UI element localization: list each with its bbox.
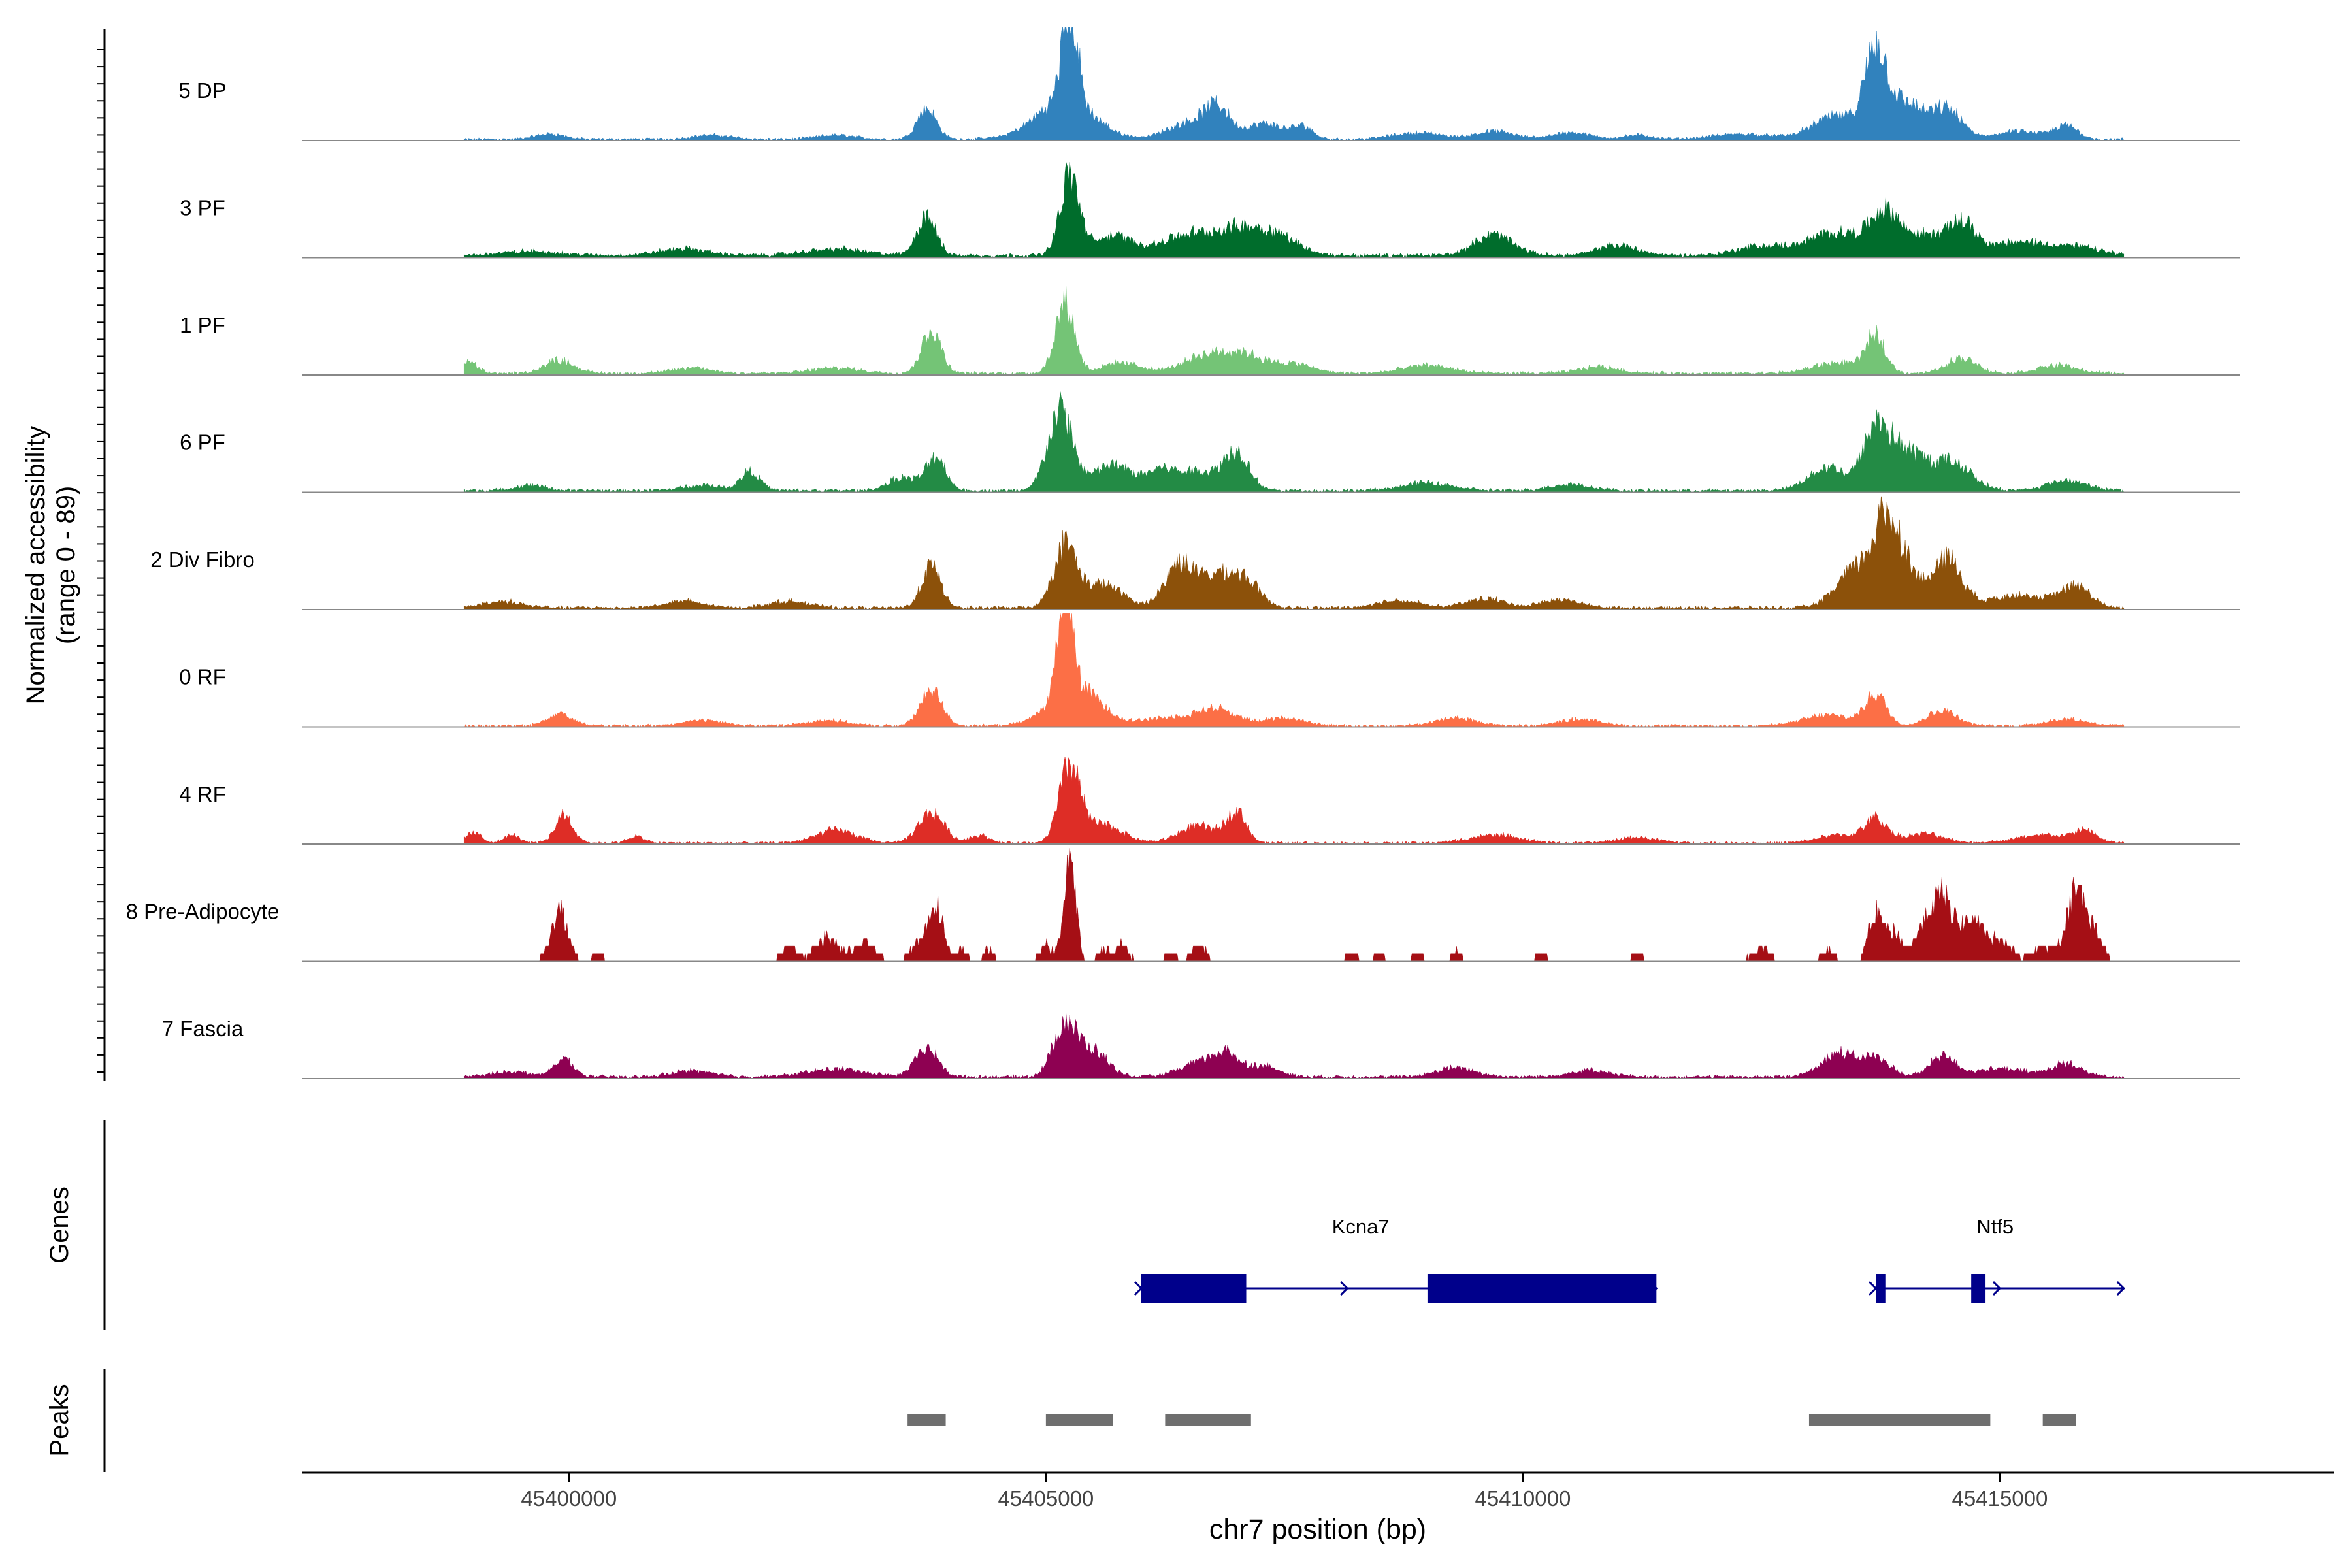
gene-ntf5: Ntf5 [1869, 1215, 2125, 1303]
coverage-area [463, 286, 2125, 376]
coverage-area [463, 27, 2125, 141]
x-axis: chr7 position (bp) 45400000 45405000 45410… [302, 1471, 2334, 1545]
track-label: 5 DP [178, 78, 226, 103]
genes-panel: Genes Kcna7 Ntf5 [45, 1120, 2125, 1330]
track-label: 1 PF [180, 313, 225, 337]
gene-exon [1427, 1274, 1657, 1303]
track-6-pf: 6 PF [180, 391, 2240, 493]
peak-region-bar [1045, 1414, 1113, 1426]
y-axis-range-label: (range 0 - 89) [52, 486, 80, 644]
track-7-fascia: 7 Fascia [162, 1013, 2240, 1079]
track-label: 4 RF [179, 782, 226, 806]
strand-arrow [1992, 1281, 2002, 1296]
strand-arrow [1134, 1281, 1143, 1296]
track-label: 0 RF [179, 665, 226, 689]
peaks-panel-label: Peaks [45, 1384, 74, 1456]
peaks-panel: Peaks [45, 1369, 2076, 1472]
coverage-tracks: 5 DP 3 PF 1 PF 6 PF 2 Div Fibro 0 RF 4 RF 8 Pre… [97, 27, 2240, 1081]
track-5-dp: 5 DP [178, 27, 2240, 141]
peak-region-bar [1808, 1414, 1991, 1426]
track-label: 6 PF [180, 431, 225, 455]
track-label: 8 Pre-Adipocyte [126, 900, 280, 924]
gene-exon [1876, 1274, 1886, 1303]
coverage-area [463, 1013, 2125, 1079]
gene-exon [1141, 1274, 1247, 1303]
track-1-pf: 1 PF [180, 286, 2240, 376]
coverage-area [463, 391, 2125, 493]
peak-region-bar [1165, 1414, 1251, 1426]
gene-name-label: Ntf5 [1976, 1215, 2014, 1238]
gene-exon [1971, 1274, 1986, 1303]
peak-region-bar [2042, 1414, 2076, 1426]
track-4-rf: 4 RF [179, 757, 2240, 845]
coverage-area [463, 613, 2125, 728]
x-axis-tick-label: 45405000 [998, 1486, 1094, 1511]
track-label: 2 Div Fibro [150, 547, 255, 572]
track-8-pre-adipocyte: 8 Pre-Adipocyte [126, 848, 2240, 962]
y-axis-title: Normalized accessibility (range 0 - 89) [22, 426, 80, 705]
strand-arrow [2116, 1281, 2125, 1296]
track-label: 7 Fascia [162, 1017, 244, 1041]
coverage-area [463, 757, 2125, 845]
track-label: 3 PF [180, 196, 225, 220]
x-axis-title: chr7 position (bp) [1209, 1514, 1426, 1545]
genes-panel-label: Genes [45, 1186, 74, 1264]
track-3-pf: 3 PF [180, 162, 2240, 259]
peak-region-bar [907, 1414, 946, 1426]
x-axis-tick-label: 45415000 [1952, 1486, 2048, 1511]
y-axis-label: Normalized accessibility [22, 426, 50, 705]
coverage-area [463, 162, 2125, 259]
gene-kcna7: Kcna7 [1134, 1215, 1658, 1303]
track-2-div-fibro: 2 Div Fibro [150, 496, 2240, 610]
track-0-rf: 0 RF [179, 613, 2240, 728]
gene-name-label: Kcna7 [1332, 1215, 1390, 1238]
x-axis-tick-label: 45410000 [1475, 1486, 1571, 1511]
coverage-area [463, 496, 2125, 610]
x-axis-tick-label: 45400000 [521, 1486, 617, 1511]
strand-arrow [1340, 1281, 1349, 1296]
